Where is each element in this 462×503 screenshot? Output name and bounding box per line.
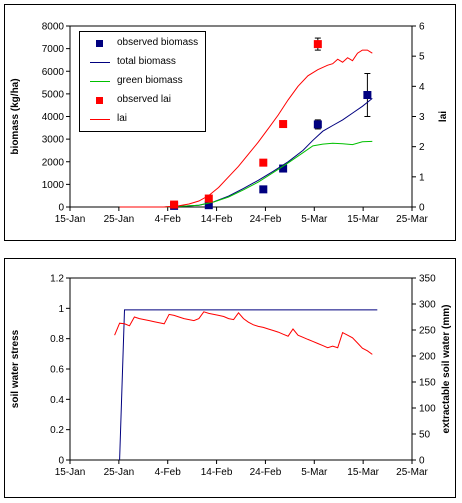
y-tick-label: 0.2 (50, 425, 64, 436)
x-tick-label: 25-Mar (396, 467, 428, 478)
x-tick-label: 15-Mar (347, 467, 379, 478)
legend: observed biomass total biomass green bio… (79, 31, 206, 132)
y2-tick-label: 150 (419, 378, 436, 389)
y2-tick-label: 200 (419, 352, 436, 363)
x-tick-label: 4-Feb (155, 467, 182, 478)
y2-axis-title: extractable soil water (mm) (441, 305, 452, 434)
y2-tick-label: 250 (419, 326, 436, 337)
legend-item-observed-lai: observed lai (80, 93, 205, 109)
legend-label: observed lai (117, 94, 171, 105)
legend-label: lai (117, 113, 127, 124)
y2-tick-label: 300 (419, 300, 436, 311)
y-tick-label: 1 (58, 304, 64, 315)
plot-area (70, 278, 412, 460)
legend-label: green biomass (117, 75, 183, 86)
legend-item-green-biomass: green biomass (80, 74, 205, 90)
y2-tick-label: 350 (419, 274, 436, 285)
legend-label: observed biomass (117, 37, 198, 48)
y2-tick-label: 50 (419, 430, 431, 441)
x-tick-label: 25-Jan (104, 467, 135, 478)
x-tick-label: 14-Feb (201, 467, 233, 478)
y2-tick-label: 0 (419, 456, 425, 467)
x-tick-label: 5-Mar (301, 467, 328, 478)
legend-item-total-biomass: total biomass (80, 55, 205, 71)
y-tick-label: 0.4 (50, 395, 64, 406)
legend-item-lai: lai (80, 112, 205, 128)
y-axis-title: soil water stress (10, 329, 21, 408)
y2-tick-label: 100 (419, 404, 436, 415)
y-tick-label: 0.8 (50, 334, 64, 345)
x-tick-label: 15-Jan (55, 467, 86, 478)
y-tick-label: 0.6 (50, 365, 64, 376)
legend-item-observed-biomass: observed biomass (80, 36, 205, 52)
y-tick-label: 1.2 (50, 274, 64, 285)
x-tick-label: 24-Feb (250, 467, 282, 478)
y-tick-label: 0 (58, 456, 64, 467)
legend-label: total biomass (117, 56, 176, 67)
